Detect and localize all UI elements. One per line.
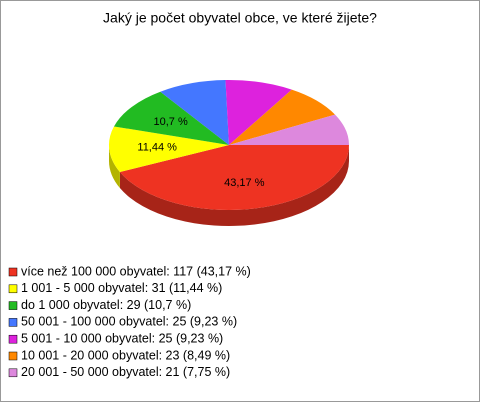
data-label: 43,17 % (224, 177, 265, 189)
slice (113, 91, 229, 145)
data-label: 11,44 % (137, 142, 177, 154)
legend-swatch (8, 351, 18, 361)
legend-swatch (8, 318, 18, 327)
legend-label: více než 100 000 obyvatel: 117 (43,17 %) (21, 264, 251, 278)
legend-label: 20 001 - 50 000 obyvatel: 21 (7,75 %) (21, 365, 230, 379)
legend-label: do 1 000 obyvatel: 29 (10,7 %) (21, 298, 191, 312)
slice-side (119, 145, 350, 227)
legend-swatch (8, 301, 18, 310)
slice (225, 79, 292, 145)
data-label: 10,7 % (154, 116, 188, 128)
slice (119, 145, 350, 211)
legend-swatch (8, 368, 18, 378)
legend-swatch (8, 267, 18, 277)
legend-label: 1 001 - 5 000 obyvatel: 31 (11,44 %) (21, 281, 222, 295)
slice (229, 89, 336, 145)
slice (160, 80, 229, 145)
legend-swatch (8, 334, 18, 344)
slice (108, 126, 229, 173)
slice-side (109, 145, 120, 189)
slice (229, 114, 349, 145)
chart-title: Jaký je počet obyvatel obce, ve které ži… (103, 10, 377, 26)
legend-label: 50 001 - 100 000 obyvatel: 25 (9,23 %) (21, 315, 237, 329)
legend-label: 5 001 - 10 000 obyvatel: 25 (9,23 %) (21, 331, 223, 345)
legend-label: 10 001 - 20 000 obyvatel: 23 (8,49 %) (21, 348, 230, 362)
legend-swatch (8, 284, 18, 294)
